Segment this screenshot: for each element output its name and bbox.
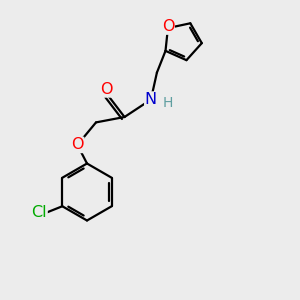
Text: O: O — [162, 19, 174, 34]
Text: N: N — [145, 92, 157, 107]
Text: Cl: Cl — [32, 205, 47, 220]
Text: H: H — [162, 96, 172, 110]
Text: O: O — [100, 82, 113, 97]
Text: O: O — [71, 137, 84, 152]
